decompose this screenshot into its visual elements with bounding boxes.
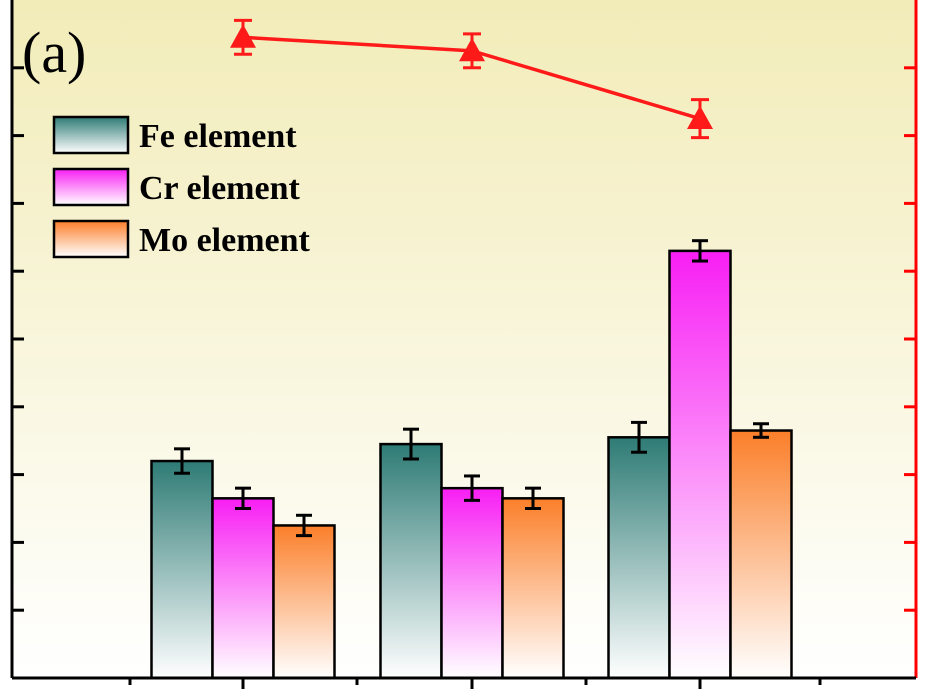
bar: [272, 524, 336, 680]
line-point-triangle: [459, 37, 485, 62]
line-point-triangle: [230, 24, 256, 48]
legend-label: Cr element: [139, 170, 300, 207]
axes-layer: [10, 0, 918, 689]
bar: [211, 497, 275, 680]
legend-swatch: [52, 219, 130, 259]
line-layer: [230, 18, 713, 140]
bar: [379, 442, 443, 680]
bar: [501, 497, 565, 680]
panel-label: (a): [22, 20, 86, 85]
legend-swatch: [52, 167, 130, 207]
bars-layer: [150, 239, 793, 680]
bar: [729, 429, 793, 680]
legend-label: Fe element: [139, 118, 297, 155]
legend: Fe element Cr element Mo element: [52, 115, 311, 259]
bar: [150, 459, 214, 680]
bar: [440, 486, 504, 680]
legend-swatch: [52, 115, 130, 155]
line-point-triangle: [687, 105, 713, 130]
bar: [607, 436, 671, 680]
bar: [668, 249, 732, 680]
legend-label: Mo element: [139, 222, 311, 259]
